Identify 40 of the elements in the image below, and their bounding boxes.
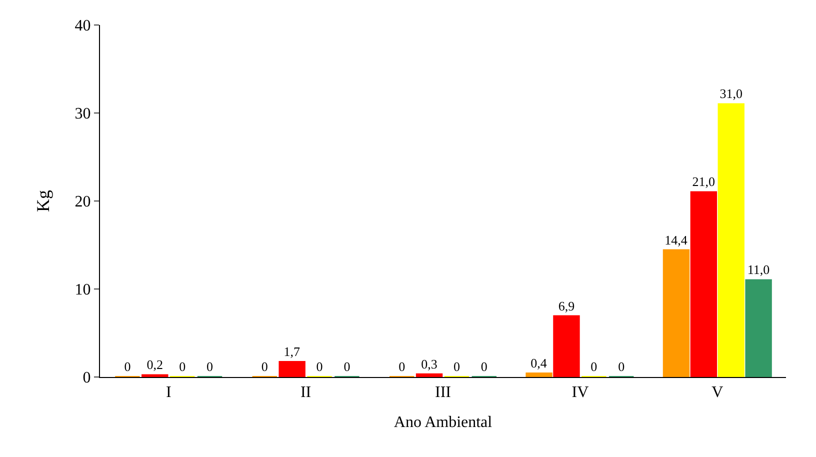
data-label: 0 [480,359,488,374]
x-tick-label: IV [572,384,590,402]
bar [278,361,306,377]
data-label: 6,9 [558,298,575,314]
data-label: 0 [453,359,460,374]
bar [553,315,580,377]
bar [718,103,744,377]
data-label: 0 [316,359,323,374]
x-tick-label: III [435,384,451,402]
x-tick-label: I [166,384,172,402]
data-label: 0 [206,359,214,374]
y-tick-label: 20 [74,194,91,211]
x-tick-label: V [712,384,724,402]
bar [745,279,772,377]
bar [690,191,718,377]
data-label: 21,0 [692,174,716,190]
y-tick-label: 10 [74,282,91,299]
data-label: 1,7 [284,344,300,360]
data-label: 0,4 [530,355,548,370]
y-tick-label: 30 [74,106,91,123]
bar [526,372,552,377]
y-axis-title: Kg [33,190,53,212]
data-label: 0 [398,359,406,374]
data-label: 0 [124,359,131,374]
data-label: 0 [618,359,625,374]
y-tick-label: 0 [82,370,91,387]
y-tick-label: 40 [74,18,91,35]
data-label: 31,0 [720,86,742,102]
data-label: 0 [344,359,350,374]
data-label: 0,3 [421,356,438,372]
data-label: 0 [261,359,268,374]
bar [662,249,690,377]
bar [416,373,443,377]
x-tick-label: II [300,384,312,402]
x-axis-title: Ano Ambiental [394,414,493,431]
data-label: 0,2 [146,357,164,372]
data-label: 11,0 [747,262,770,278]
data-label: 0 [179,359,186,374]
data-label: 14,4 [664,232,688,248]
data-label: 0 [590,359,598,374]
